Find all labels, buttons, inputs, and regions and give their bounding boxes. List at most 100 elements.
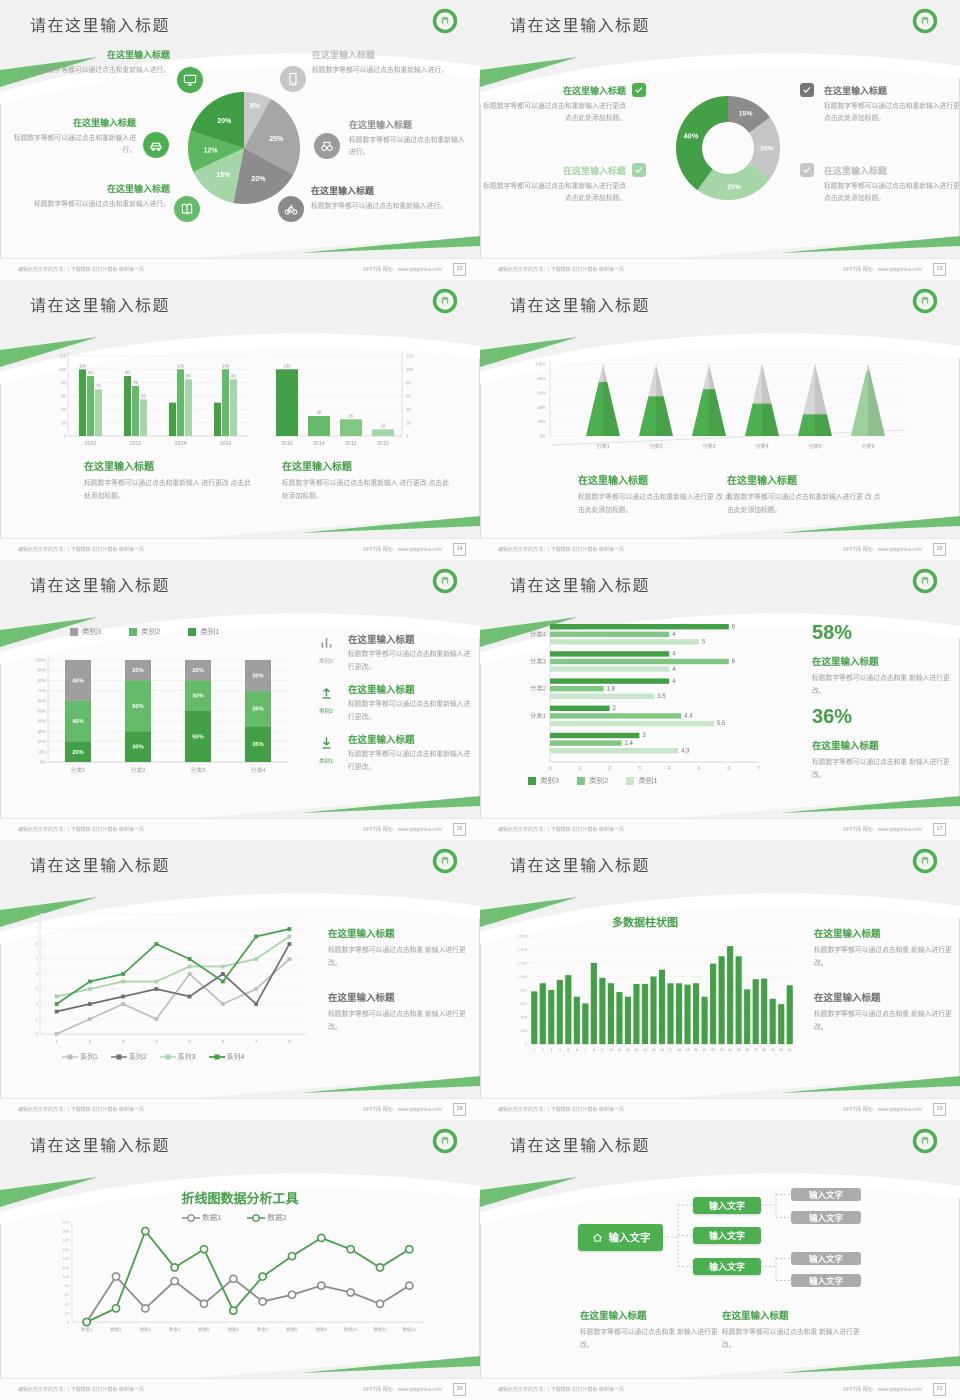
page-number: 21 [933,1383,946,1396]
svg-text:1,000: 1,000 [517,974,528,979]
item-caption: 类别3 [318,659,334,665]
svg-text:90: 90 [88,370,93,375]
legend-label: 类别1 [638,776,658,785]
slide-page-16[interactable]: 请在这里输入标题 类别3 类别2 类别1 类别3 在这里输入标题 标题数字等都可… [0,560,480,840]
svg-text:5: 5 [188,1039,191,1044]
svg-text:6: 6 [222,1039,225,1044]
svg-text:80: 80 [406,380,411,385]
footer-right-text: ©PPT网 网址：www.pptgenius.com [362,827,442,833]
footer-right-text: ©PPT网 网址：www.pptgenius.com [842,1387,922,1393]
org-mid-node: 输入文字 [693,1227,761,1244]
svg-text:1,200: 1,200 [517,961,528,966]
block-body: 标题数字等都可以通过点击和重新输入 进行更改 点击此处添加标题。 [84,480,251,500]
slide-page-19[interactable]: 请在这里输入标题 多数据柱状图 在这里输入标题 标题数字等都可以通过点击和重 新… [480,840,960,1120]
svg-text:10: 10 [381,423,386,428]
svg-text:60%: 60% [537,390,546,395]
logo-icon [432,288,458,314]
svg-text:4: 4 [155,1039,158,1044]
slide-title: 请在这里输入标题 [510,18,651,35]
svg-text:2: 2 [608,766,611,772]
block-body: 标题数字等都可以通过点击和重 新输入进行更改。 [814,947,952,967]
slide-page-20[interactable]: 请在这里输入标题 折线图数据分析工具 数据1 数据2 编辑此处文字的方法：| 下… [0,1120,480,1400]
svg-text:60: 60 [65,1292,70,1297]
footer-right-text: ©PPT网 网址：www.pptgenius.com [842,1107,922,1113]
footer-left-text: 编辑此处文字的方法：| 下载模板-幻灯片模板-就到第一页 [18,547,145,553]
slide-title: 请在这里输入标题 [30,1138,171,1155]
svg-text:20: 20 [61,420,66,425]
svg-text:20%: 20% [192,668,204,674]
svg-text:4.4: 4.4 [684,714,693,720]
slide-footer: 编辑此处文字的方法：| 下载模板-幻灯片模板-就到第一页 ©PPT网 网址：ww… [0,1378,480,1400]
checkbox-icon [800,83,814,97]
svg-text:3: 3 [550,1048,552,1052]
svg-text:220: 220 [62,1220,69,1225]
svg-text:50%: 50% [132,704,144,710]
slide-footer: 编辑此处文字的方法：| 下载模板-幻灯片模板-就到第一页 ©PPT网 网址：ww… [0,818,480,840]
logo-icon [432,8,458,34]
slide-page-18[interactable]: 请在这里输入标题 系列1 系列2 系列3 系列4 在这里输入标题 标题数字等都可… [0,840,480,1120]
svg-text:0: 0 [67,1320,70,1325]
svg-text:400: 400 [520,1015,527,1020]
svg-text:50%: 50% [192,735,204,741]
svg-text:7: 7 [36,927,39,932]
svg-text:0%: 0% [540,434,546,439]
svg-text:15: 15 [651,1048,655,1052]
svg-text:6: 6 [576,1048,578,1052]
slide-footer: 编辑此处文字的方法：| 下载模板-幻灯片模板-就到第一页 ©PPT网 网址：ww… [0,258,480,280]
block-title: 在这里输入标题 [348,735,415,746]
svg-text:25: 25 [737,1048,741,1052]
svg-text:4.3: 4.3 [681,748,690,754]
svg-text:24: 24 [728,1048,732,1052]
svg-text:100: 100 [177,363,185,368]
slide-page-12[interactable]: 请在这里输入标题 在这里输入标题 标题数字等都可以通过点击和重新输入进行。 在这… [0,0,480,280]
book-icon [174,196,200,222]
slide-page-15[interactable]: 请在这里输入标题 在这里输入标题 标题数字等都可以通过点击和重新输入进行更 改 … [480,280,960,560]
legend-label: 数据2 [267,1213,287,1222]
svg-text:12%: 12% [203,148,218,155]
pie-chart: 8% 25% 20% 15% 12% 20% [188,92,300,204]
footer-right-text: ©PPT网 网址：www.pptgenius.com [362,1107,442,1113]
svg-text:数据8: 数据8 [286,1326,298,1333]
svg-text:800: 800 [520,988,527,993]
callout: 在这里输入标题 标题数字等都可以通过点击和重新输入进行更改 点击此处添加标题。 [480,164,626,205]
stacked-bar-chart: 0% 10% 20% 30% 40% 50% 60% 70% 80% 90% 100% 20% 40% 4… [36,658,288,774]
logo-icon [432,848,458,874]
svg-text:90: 90 [125,370,130,375]
slide-page-21[interactable]: 请在这里输入标题 输入文字 输入文字 输入文字 输入文字 输入文字 输入文字 输… [480,1120,960,1400]
block-title: 在这里输入标题 [348,685,415,696]
block-title: 在这里输入标题 [282,462,352,473]
logo-icon [912,288,938,314]
page-number: 14 [453,543,466,556]
block-body: 标题数字等都可以通过点击和重新输入进行更 改 点击此处添加标题。 [727,494,881,514]
block-body: 标题数字等都可以通过点击和重新输入进行更改。 [348,701,471,721]
block-body: 标题数字等都可以通过点击和重新输入进行更 改 点击此处添加标题。 [578,494,732,514]
svg-text:数据3: 数据3 [140,1326,152,1333]
text-block: 在这里输入标题 标题数字等都可以通过点击和重 新输入进行更改。 [580,1308,730,1352]
svg-text:数据4: 数据4 [169,1326,181,1333]
slide-page-14[interactable]: 请在这里输入标题 在这里输入标题 标题数字等都可以通过点击和重新输入 进行更改 … [0,280,480,560]
svg-text:30%: 30% [192,694,204,700]
text-block: 在这里输入标题 标题数字等都可以通过点击和重 新输入进行更改。 [814,926,956,970]
svg-text:1,400: 1,400 [517,947,528,952]
svg-text:70: 70 [96,383,101,388]
logo-icon [912,848,938,874]
callout: 在这里输入标题 标题数字等都可以通过点击和重新输入进行。 [311,184,461,213]
svg-text:2.4: 2.4 [625,741,634,747]
svg-text:分类4: 分类4 [755,442,768,450]
slide-footer: 编辑此处文字的方法：| 下载模板-幻灯片模板-就到第一页 ©PPT网 网址：ww… [480,1378,960,1400]
svg-text:4: 4 [672,667,676,673]
svg-text:20%: 20% [132,668,144,674]
svg-text:85: 85 [186,373,191,378]
org-node-label: 输入文字 [708,1231,745,1241]
arrow-down-icon: 类别1 [310,734,342,765]
car-icon [143,132,169,158]
line-chart: 0 1 2 3 4 5 6 7 8 1 2 3 4 5 6 7 8 [36,912,306,1044]
callout-body: 标题数字等都可以通过点击和重新输入进行。 [34,201,170,208]
slide-page-17[interactable]: 请在这里输入标题 类别3 类别2 类别1 58% 在这里输入标题 标题数字等都可… [480,560,960,840]
chart-title: 多数据柱状图 [612,917,678,929]
svg-text:23: 23 [720,1048,724,1052]
legend-item: 类别1 [626,775,658,786]
svg-text:20%: 20% [217,118,232,125]
svg-text:20%: 20% [38,739,47,744]
slide-page-13[interactable]: 请在这里输入标题 在这里输入标题 标题数字等都可以通过点击和重新输入进行更改 点… [480,0,960,280]
